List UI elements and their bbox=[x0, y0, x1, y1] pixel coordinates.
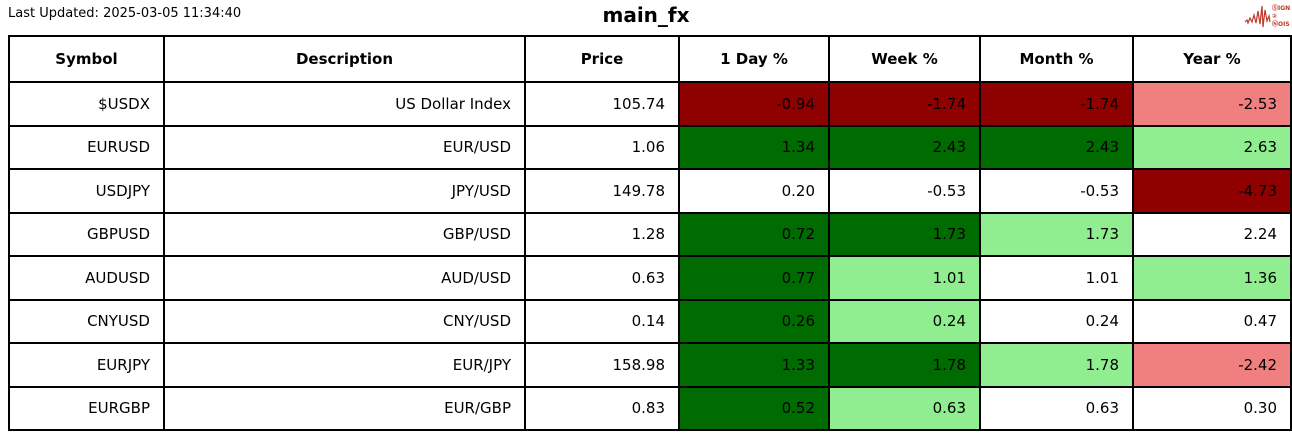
symbol-cell: EURGBP bbox=[8, 385, 165, 431]
change-cell: -1.74 bbox=[828, 81, 981, 127]
description-cell: US Dollar Index bbox=[163, 81, 526, 127]
description-cell: GBP/USD bbox=[163, 211, 526, 257]
symbol-cell: GBPUSD bbox=[8, 211, 165, 257]
change-cell: -0.53 bbox=[979, 168, 1134, 214]
price-cell: 105.74 bbox=[524, 81, 680, 127]
change-cell: 0.20 bbox=[678, 168, 830, 214]
change-cell: 0.24 bbox=[828, 298, 981, 344]
table-row: EURGBP EUR/GBP 0.83 0.52 0.63 0.63 0.30 bbox=[8, 385, 1292, 431]
change-cell: -2.53 bbox=[1132, 81, 1292, 127]
change-cell: 1.78 bbox=[828, 342, 981, 388]
symbol-cell: EURUSD bbox=[8, 124, 165, 170]
logo-line-signal: ⓈIGNAL bbox=[1272, 4, 1290, 12]
header-bar: Last Updated: 2025-03-05 11:34:40 main_f… bbox=[0, 0, 1292, 35]
change-cell: -0.94 bbox=[678, 81, 830, 127]
change-cell: 0.30 bbox=[1132, 385, 1292, 431]
change-cell: 0.63 bbox=[979, 385, 1134, 431]
change-cell: -2.42 bbox=[1132, 342, 1292, 388]
change-cell: 1.34 bbox=[678, 124, 830, 170]
column-header: Symbol bbox=[8, 35, 165, 83]
table-row: AUDUSD AUD/USD 0.63 0.77 1.01 1.01 1.36 bbox=[8, 255, 1292, 301]
table-body: $USDX US Dollar Index 105.74 -0.94 -1.74 -1.7… bbox=[8, 81, 1292, 431]
change-cell: 0.77 bbox=[678, 255, 830, 301]
change-cell: 0.24 bbox=[979, 298, 1134, 344]
change-cell: 1.73 bbox=[828, 211, 981, 257]
description-cell: EUR/GBP bbox=[163, 385, 526, 431]
table-row: CNYUSD CNY/USD 0.14 0.26 0.24 0.24 0.47 bbox=[8, 298, 1292, 344]
symbol-cell: USDJPY bbox=[8, 168, 165, 214]
change-cell: -4.73 bbox=[1132, 168, 1292, 214]
change-cell: 2.24 bbox=[1132, 211, 1292, 257]
description-cell: AUD/USD bbox=[163, 255, 526, 301]
price-cell: 0.63 bbox=[524, 255, 680, 301]
column-header: Price bbox=[524, 35, 680, 83]
change-cell: 0.26 bbox=[678, 298, 830, 344]
price-cell: 1.28 bbox=[524, 211, 680, 257]
page-title: main_fx bbox=[602, 3, 690, 27]
change-cell: 2.63 bbox=[1132, 124, 1292, 170]
change-cell: 2.43 bbox=[828, 124, 981, 170]
waveform-icon bbox=[1244, 5, 1271, 28]
description-cell: EUR/JPY bbox=[163, 342, 526, 388]
last-updated-value: 2025-03-05 11:34:40 bbox=[103, 6, 242, 21]
price-cell: 0.83 bbox=[524, 385, 680, 431]
column-header: Week % bbox=[828, 35, 981, 83]
fx-table: Symbol Description Price 1 Day % Week % Month… bbox=[8, 35, 1292, 431]
logo-line-2: ② bbox=[1272, 13, 1277, 20]
column-header: Description bbox=[163, 35, 526, 83]
change-cell: 1.01 bbox=[828, 255, 981, 301]
price-cell: 158.98 bbox=[524, 342, 680, 388]
change-cell: 0.63 bbox=[828, 385, 981, 431]
change-cell: 1.73 bbox=[979, 211, 1134, 257]
change-cell: 0.72 bbox=[678, 211, 830, 257]
change-cell: 1.33 bbox=[678, 342, 830, 388]
table-row: USDJPY JPY/USD 149.78 0.20 -0.53 -0.53 -4.73 bbox=[8, 168, 1292, 214]
symbol-cell: CNYUSD bbox=[8, 298, 165, 344]
header-row: Symbol Description Price 1 Day % Week % Month… bbox=[8, 35, 1292, 83]
price-cell: 0.14 bbox=[524, 298, 680, 344]
signalnoise-logo: ⓈIGNAL ② ⓃOISE bbox=[1244, 4, 1290, 28]
change-cell: 1.78 bbox=[979, 342, 1134, 388]
description-cell: EUR/USD bbox=[163, 124, 526, 170]
change-cell: 1.01 bbox=[979, 255, 1134, 301]
column-header: Year % bbox=[1132, 35, 1292, 83]
price-cell: 149.78 bbox=[524, 168, 680, 214]
description-cell: CNY/USD bbox=[163, 298, 526, 344]
symbol-cell: $USDX bbox=[8, 81, 165, 127]
price-cell: 1.06 bbox=[524, 124, 680, 170]
last-updated-text: Last Updated: 2025-03-05 11:34:40 bbox=[8, 6, 241, 21]
column-header: 1 Day % bbox=[678, 35, 830, 83]
last-updated-label: Last Updated: bbox=[8, 6, 99, 21]
symbol-cell: EURJPY bbox=[8, 342, 165, 388]
change-cell: -1.74 bbox=[979, 81, 1134, 127]
table-row: $USDX US Dollar Index 105.74 -0.94 -1.74 -1.7… bbox=[8, 81, 1292, 127]
change-cell: 0.52 bbox=[678, 385, 830, 431]
change-cell: -0.53 bbox=[828, 168, 981, 214]
table-row: EURJPY EUR/JPY 158.98 1.33 1.78 1.78 -2.42 bbox=[8, 342, 1292, 388]
change-cell: 0.47 bbox=[1132, 298, 1292, 344]
description-cell: JPY/USD bbox=[163, 168, 526, 214]
change-cell: 2.43 bbox=[979, 124, 1134, 170]
table-row: EURUSD EUR/USD 1.06 1.34 2.43 2.43 2.63 bbox=[8, 124, 1292, 170]
logo-line-noise: ⓃOISE bbox=[1272, 20, 1290, 28]
column-header: Month % bbox=[979, 35, 1134, 83]
table-row: GBPUSD GBP/USD 1.28 0.72 1.73 1.73 2.24 bbox=[8, 211, 1292, 257]
symbol-cell: AUDUSD bbox=[8, 255, 165, 301]
change-cell: 1.36 bbox=[1132, 255, 1292, 301]
